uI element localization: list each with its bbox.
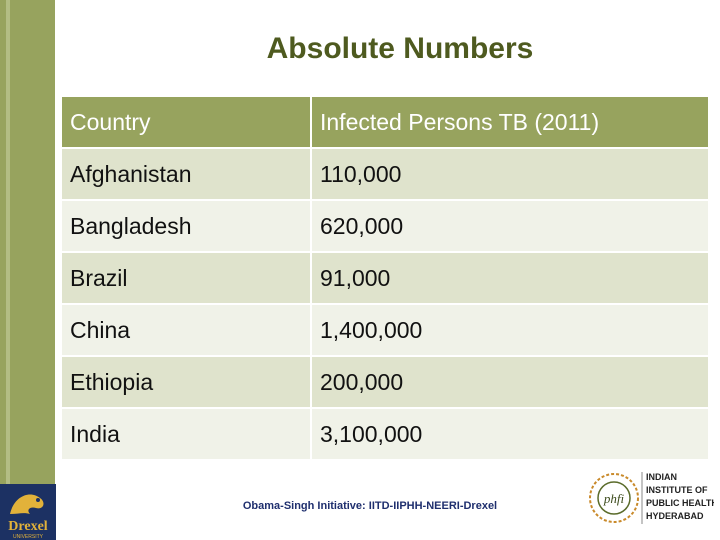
country-cell: Brazil [60, 251, 312, 305]
value-cell: 110,000 [310, 147, 710, 201]
drexel-logo: Drexel UNIVERSITY [0, 484, 56, 540]
value-cell: 1,400,000 [310, 303, 710, 357]
country-cell: India [60, 407, 312, 461]
table-row: India 3,100,000 [60, 407, 710, 461]
footer-text: Obama-Singh Initiative: IITD-IIPHH-NEERI… [242, 500, 498, 512]
table-row: China 1,400,000 [60, 303, 710, 357]
country-cell: Afghanistan [60, 147, 312, 201]
slide-title: Absolute Numbers [266, 32, 534, 65]
country-cell: Bangladesh [60, 199, 312, 253]
value-cell: 3,100,000 [310, 407, 710, 461]
tb-table: Country Infected Persons TB (2011) Afgha… [60, 95, 710, 461]
logo-line-2: INSTITUTE OF [646, 485, 708, 495]
table-row: Afghanistan 110,000 [60, 147, 710, 201]
logo-line-1: INDIAN [646, 472, 677, 482]
table-row: Bangladesh 620,000 [60, 199, 710, 253]
drexel-sub-wordmark: UNIVERSITY [13, 534, 44, 540]
iiphh-logo: phfi INDIAN INSTITUTE OF PUBLIC HEALTH H… [588, 466, 718, 530]
table-row: Ethiopia 200,000 [60, 355, 710, 409]
header-country: Country [60, 95, 312, 149]
country-cell: China [60, 303, 312, 357]
value-cell: 620,000 [310, 199, 710, 253]
value-cell: 91,000 [310, 251, 710, 305]
left-accent-stripe [6, 0, 10, 540]
logo-line-3: PUBLIC HEALTH [646, 498, 714, 508]
drexel-wordmark: Drexel [8, 519, 47, 534]
value-cell: 200,000 [310, 355, 710, 409]
svg-text:phfi: phfi [603, 491, 625, 506]
dragon-icon: Drexel UNIVERSITY [0, 484, 56, 540]
table-header-row: Country Infected Persons TB (2011) [60, 95, 710, 149]
iiphh-emblem: phfi INDIAN INSTITUTE OF PUBLIC HEALTH H… [589, 472, 718, 524]
logo-line-4: HYDERABAD [646, 511, 704, 521]
country-cell: Ethiopia [60, 355, 312, 409]
left-accent-bar [0, 0, 55, 540]
header-infected: Infected Persons TB (2011) [310, 95, 710, 149]
table-row: Brazil 91,000 [60, 251, 710, 305]
